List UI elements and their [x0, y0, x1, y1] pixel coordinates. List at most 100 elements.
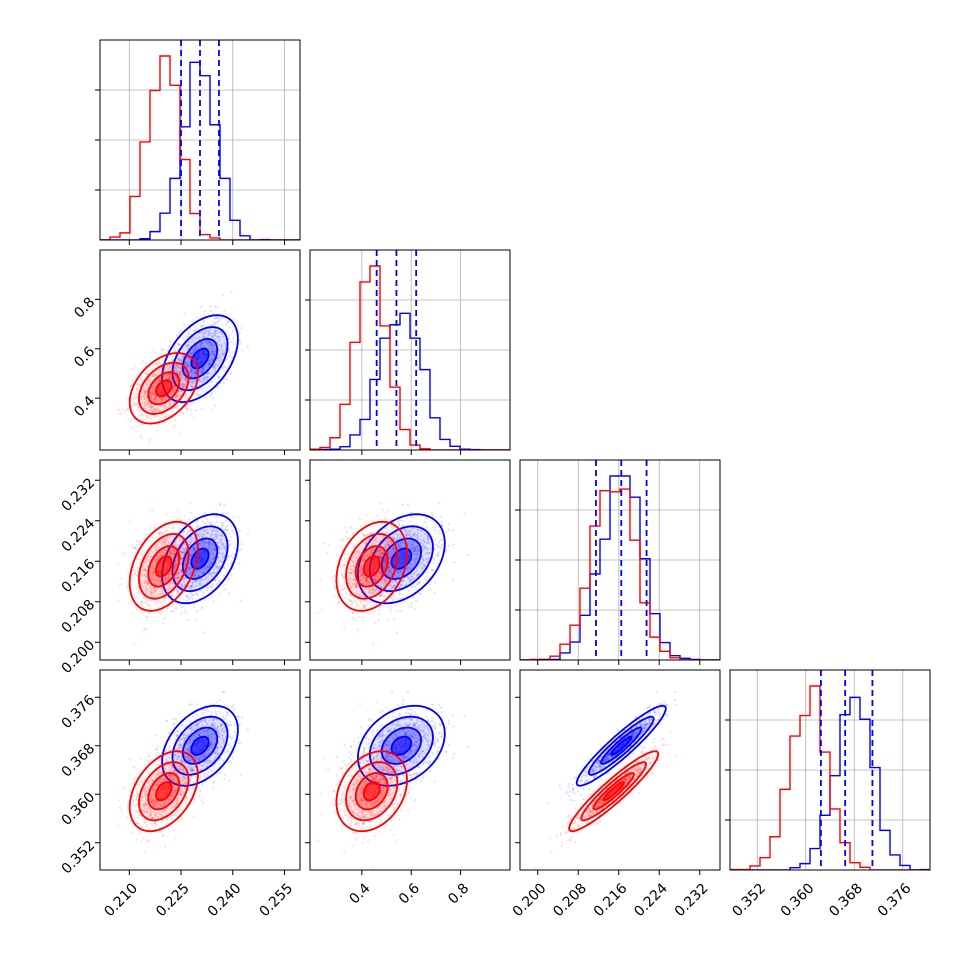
scatter-point: [179, 393, 182, 396]
panel-2-1: [305, 459, 511, 665]
scatter-point: [209, 341, 212, 344]
scatter-point: [146, 400, 150, 404]
scatter-point: [132, 643, 136, 646]
scatter-point: [141, 398, 144, 401]
scatter-point: [190, 539, 194, 542]
scatter-point: [189, 327, 192, 330]
scatter-point: [208, 345, 212, 349]
scatter-point: [153, 407, 156, 410]
scatter-point: [160, 416, 163, 419]
scatter-point: [171, 579, 174, 582]
scatter-point: [210, 343, 213, 346]
scatter-point: [175, 378, 179, 382]
scatter-point: [219, 357, 222, 360]
scatter-point: [176, 371, 179, 375]
scatter-point: [195, 581, 198, 584]
scatter-point: [134, 396, 138, 399]
scatter-point: [154, 394, 157, 397]
scatter-point: [144, 414, 147, 417]
scatter-point: [138, 409, 141, 413]
scatter-point: [190, 585, 193, 588]
scatter-point: [179, 370, 183, 373]
scatter-point: [194, 348, 197, 352]
scatter-point: [211, 356, 215, 359]
scatter-point: [151, 392, 155, 395]
scatter-point: [177, 390, 180, 393]
scatter-point: [139, 434, 143, 437]
scatter-point: [207, 578, 210, 581]
scatter-point: [189, 370, 193, 373]
scatter-point: [150, 406, 153, 409]
scatter-point: [133, 401, 136, 405]
scatter-point: [377, 619, 380, 622]
scatter-point: [137, 406, 141, 409]
scatter-point: [219, 356, 222, 359]
scatter-point: [192, 351, 195, 354]
scatter-point: [188, 528, 192, 532]
scatter-point: [152, 350, 156, 353]
scatter-point: [186, 365, 189, 368]
scatter-point: [238, 340, 241, 343]
scatter-point: [190, 591, 193, 595]
scatter-point: [174, 375, 177, 378]
scatter-point: [205, 586, 208, 589]
scatter-point: [159, 399, 162, 403]
scatter-point: [223, 566, 226, 569]
scatter-point: [181, 360, 184, 363]
tick-label-y-1-0: 0.4: [71, 393, 98, 420]
scatter-point: [389, 607, 392, 610]
panel-frame: [99, 249, 301, 451]
scatter-point: [196, 316, 199, 319]
scatter-point: [171, 407, 175, 410]
scatter-point: [194, 347, 197, 350]
scatter-point: [196, 344, 199, 347]
scatter-point: [185, 570, 188, 574]
tick-label-y-2-4: 0.232: [59, 475, 99, 515]
scatter-point: [201, 390, 204, 393]
scatter-point: [229, 573, 233, 576]
scatter-point: [190, 352, 194, 355]
scatter-point: [171, 582, 174, 585]
scatter-point: [211, 548, 214, 552]
scatter-point: [148, 405, 151, 408]
scatter-point: [187, 343, 190, 347]
scatter-point: [143, 392, 146, 395]
scatter-point: [206, 566, 209, 569]
scatter-point: [168, 375, 171, 378]
scatter-point: [207, 548, 211, 551]
scatter-point: [207, 371, 210, 374]
scatter-point: [189, 365, 192, 368]
scatter-point: [221, 542, 225, 545]
scatter-point: [395, 631, 398, 634]
scatter-point: [190, 351, 193, 354]
scatter-point: [179, 344, 182, 347]
scatter-point: [162, 367, 165, 370]
scatter-point: [182, 376, 185, 380]
scatter-point: [179, 389, 182, 392]
scatter-point: [162, 421, 166, 424]
scatter-point: [172, 382, 175, 385]
scatter-point: [121, 551, 124, 554]
scatter-point: [135, 395, 139, 398]
scatter-point: [192, 371, 195, 374]
scatter-point: [186, 364, 189, 367]
scatter-point: [175, 556, 179, 559]
scatter-point: [216, 321, 219, 324]
scatter-point: [202, 533, 205, 536]
scatter-point: [180, 390, 183, 393]
scatter-point: [209, 359, 212, 362]
scatter-point: [211, 529, 214, 533]
scatter-point: [180, 383, 183, 386]
scatter-point: [231, 529, 234, 532]
scatter-point: [216, 356, 219, 360]
scatter-point: [175, 366, 178, 369]
scatter-point: [212, 352, 216, 355]
scatter-point: [389, 605, 392, 608]
scatter-point: [182, 585, 185, 588]
histogram-series-1: [100, 55, 300, 240]
scatter-point: [143, 406, 146, 410]
scatter-point: [197, 573, 200, 576]
scatter-point: [150, 406, 153, 409]
scatter-point: [165, 357, 169, 361]
scatter-point: [138, 384, 141, 387]
